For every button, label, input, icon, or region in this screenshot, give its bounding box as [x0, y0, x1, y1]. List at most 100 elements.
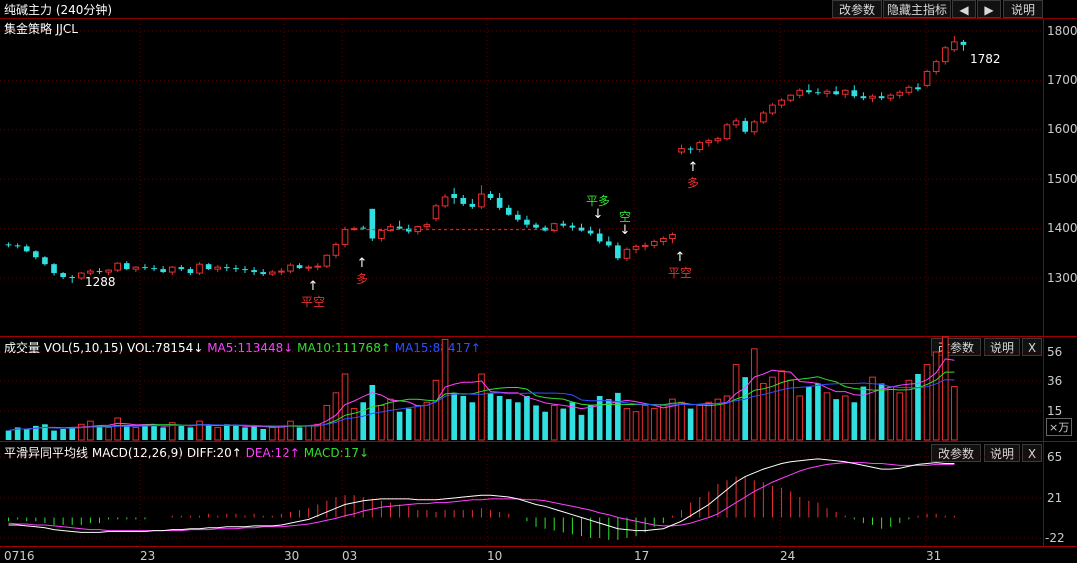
prev-button[interactable]: ◀ — [952, 0, 976, 18]
x-tick-label: 23 — [140, 549, 156, 563]
volume-bar — [696, 404, 704, 441]
volume-bar — [860, 386, 867, 440]
next-button[interactable]: ▶ — [977, 0, 1001, 18]
candle-body — [251, 270, 257, 273]
y-tick-label: 1600 — [1047, 122, 1077, 136]
volume-bar — [560, 408, 567, 440]
macd-divider — [0, 441, 1077, 442]
signal-long: ↑ 多 — [683, 161, 703, 191]
volume-bar — [505, 399, 512, 440]
candle-body — [332, 243, 340, 256]
candle-body — [605, 241, 612, 246]
volume-bar — [441, 338, 449, 441]
volume-bar — [151, 425, 157, 440]
volume-bar — [542, 411, 548, 440]
candle-body — [823, 90, 831, 94]
help-button[interactable]: 说明 — [1003, 0, 1043, 18]
volume-bar — [569, 402, 576, 440]
candle-body — [941, 47, 949, 63]
candle-body — [705, 140, 713, 144]
candle-body — [233, 268, 239, 270]
top-border — [0, 18, 1077, 19]
volume-params: VOL(5,10,15) — [43, 341, 124, 355]
candle-body — [641, 244, 649, 247]
candle-body — [714, 138, 722, 142]
candle-body — [268, 271, 276, 275]
edit-params-button[interactable]: 改参数 — [832, 0, 882, 18]
volume-bar — [723, 395, 731, 441]
candle-body — [96, 271, 103, 273]
candle-body — [378, 230, 385, 239]
volume-bar — [896, 392, 904, 441]
candle-body — [223, 267, 230, 269]
candle-body — [14, 245, 21, 247]
volume-bar — [587, 405, 594, 440]
volume-bar — [387, 398, 394, 441]
volume-bar — [806, 386, 812, 440]
window-title: 纯碱主力 (240分钟) — [4, 3, 113, 17]
up-arrow-icon: ↑ — [307, 279, 319, 294]
candle-body — [51, 264, 57, 274]
volume-ma15-line — [8, 379, 955, 432]
y-tick-label: 1500 — [1047, 172, 1077, 186]
candle-body — [69, 277, 76, 279]
volume-bar — [951, 386, 958, 441]
y-axis-divider — [1043, 18, 1044, 546]
volume-bar — [233, 425, 239, 440]
candle-body — [77, 272, 85, 279]
volume-bar — [23, 429, 30, 440]
up-arrow-icon: ↑ — [356, 256, 368, 271]
candle-body — [168, 266, 176, 273]
candle-body — [496, 197, 503, 208]
y-tick-label: 1400 — [1047, 221, 1077, 235]
last-price-label: 1782 — [970, 52, 1001, 66]
candle-body — [815, 92, 821, 94]
volume-bar — [405, 408, 412, 440]
volume-bar — [87, 420, 94, 441]
candle-body — [878, 96, 885, 99]
macd-help-button[interactable]: 说明 — [984, 444, 1020, 462]
volume-help-button[interactable]: 说明 — [984, 338, 1020, 356]
candle-body — [923, 71, 931, 86]
candle-body — [932, 61, 940, 73]
signal-label: 平多 — [585, 194, 610, 208]
volume-bar — [205, 425, 212, 440]
hide-main-indicator-button[interactable]: 隐藏主指标 — [883, 0, 951, 18]
candle-body — [769, 104, 776, 114]
volume-bar — [905, 379, 913, 441]
volume-bar — [160, 427, 166, 440]
candle-body — [524, 219, 530, 225]
volume-ma10-line — [8, 371, 955, 432]
volume-bar — [641, 404, 649, 441]
candle-body — [214, 266, 222, 270]
volume-bar — [414, 404, 422, 441]
volume-bar — [460, 396, 467, 440]
volume-bar — [432, 379, 440, 441]
candle-body — [723, 124, 731, 140]
candle-body — [587, 230, 594, 234]
volume-bar — [887, 386, 895, 441]
vol-tick-label: 36 — [1047, 374, 1063, 388]
candle-body — [369, 208, 376, 239]
volume-bar — [51, 430, 57, 440]
volume-bar — [742, 377, 749, 440]
volume-bar — [678, 401, 685, 441]
candle-body — [441, 196, 449, 207]
candle-body — [341, 229, 349, 245]
vol-tick-label: 56 — [1047, 345, 1063, 359]
volume-bar — [796, 395, 804, 441]
candle-body — [678, 148, 685, 153]
candle-body — [887, 94, 895, 99]
candle-body — [632, 245, 640, 250]
volume-bar — [524, 396, 530, 440]
candle-body — [42, 257, 48, 265]
volume-bar — [550, 404, 558, 441]
candle-body — [796, 89, 804, 96]
x-tick-label: 17 — [634, 549, 650, 563]
candle-body — [278, 270, 285, 273]
macd-dea-value: DEA:12↑ — [245, 446, 300, 460]
volume-bar — [251, 425, 257, 440]
volume-bar — [132, 426, 140, 441]
candle-body — [760, 112, 767, 123]
